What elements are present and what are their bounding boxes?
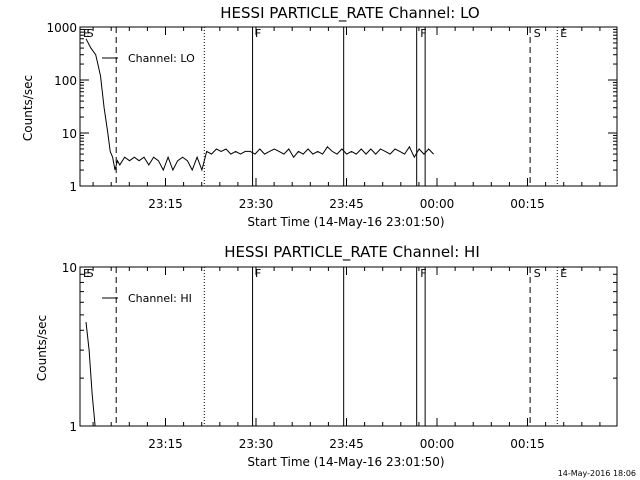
x-tick-label: 00:00 [420, 437, 455, 451]
event-marker-label: F [255, 267, 261, 280]
event-lines [115, 267, 558, 426]
event-marker-label: E [83, 267, 90, 280]
x-axis-label: Start Time (14-May-16 23:01:50) [247, 455, 444, 469]
event-marker-label: E [560, 27, 567, 40]
event-marker-label: F [420, 267, 426, 280]
x-tick-label: 23:45 [329, 197, 364, 211]
plot-frame [79, 266, 618, 427]
event-marker-label: E [83, 27, 90, 40]
x-tick-label: 00:00 [420, 197, 455, 211]
plot-area: ES F F S E23:15 23:30 23:45 00:00 00:15110Channe… [62, 261, 618, 451]
footer-timestamp: 14-May-2016 18:06 [558, 469, 636, 478]
x-tick-label: 23:15 [148, 197, 183, 211]
plot-frame [79, 26, 618, 187]
panel-lo: HESSI PARTICLE_RATE Channel: LO Counts/s… [21, 4, 618, 229]
plot-area: ES F F S E23:15 23:30 23:45 00:00 00:15110100100… [46, 21, 618, 211]
panel-hi: HESSI PARTICLE_RATE Channel: HI Counts/s… [35, 243, 618, 469]
x-tick-label: 23:30 [239, 197, 274, 211]
chart-title: HESSI PARTICLE_RATE Channel: LO [220, 4, 479, 23]
y-tick-label: 1 [69, 180, 77, 194]
chart-title: HESSI PARTICLE_RATE Channel: HI [224, 243, 480, 262]
legend-label: Channel: HI [128, 292, 192, 305]
x-tick-label: 00:15 [510, 197, 545, 211]
y-tick-label: 100 [54, 74, 77, 88]
series-line [85, 322, 96, 426]
x-tick-label: 23:30 [239, 437, 274, 451]
event-marker-label: E [560, 267, 567, 280]
event-marker-label: S [534, 27, 541, 40]
y-tick-label: 1000 [46, 21, 77, 35]
series-line [85, 38, 434, 172]
x-tick-label: 23:45 [329, 437, 364, 451]
event-marker-label: F [255, 27, 261, 40]
y-axis-label: Counts/sec [21, 75, 35, 141]
event-marker-label: F [420, 27, 426, 40]
event-marker-label: S [87, 267, 94, 280]
y-tick-label: 10 [62, 127, 77, 141]
y-tick-label: 1 [69, 420, 77, 434]
y-tick-label: 10 [62, 261, 77, 275]
x-axis-label: Start Time (14-May-16 23:01:50) [247, 215, 444, 229]
x-tick-label: 00:15 [510, 437, 545, 451]
event-marker-label: S [87, 27, 94, 40]
x-tick-label: 23:15 [148, 437, 183, 451]
legend-label: Channel: LO [128, 52, 195, 65]
y-axis-label: Counts/sec [35, 315, 49, 381]
event-marker-label: S [534, 267, 541, 280]
